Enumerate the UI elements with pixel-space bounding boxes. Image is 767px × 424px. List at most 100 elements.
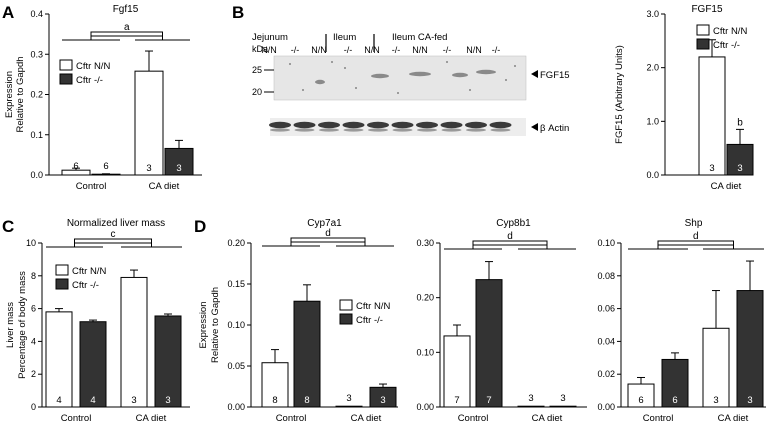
panel-letter-c: C bbox=[2, 217, 14, 236]
y-tick-label: 0.04 bbox=[597, 336, 615, 346]
n-label: 3 bbox=[176, 163, 181, 174]
blot-band bbox=[315, 79, 325, 85]
n-label: 3 bbox=[713, 395, 718, 406]
n-label: 3 bbox=[165, 395, 170, 406]
legend-label: Cftr -/- bbox=[356, 315, 383, 326]
blot-lane-label: -/- bbox=[344, 45, 353, 55]
significance-bracket-box bbox=[74, 238, 152, 244]
blot-speck bbox=[446, 61, 448, 63]
x-tick-label: CA diet bbox=[351, 413, 382, 424]
n-label: 4 bbox=[90, 395, 95, 406]
chart-title: Shp bbox=[685, 218, 703, 229]
legend-swatch bbox=[55, 278, 69, 290]
blot-group-label: Ileum bbox=[333, 32, 356, 43]
legend-swatch bbox=[59, 59, 73, 71]
blot-speck bbox=[355, 87, 357, 89]
x-tick-label: CA diet bbox=[532, 413, 563, 424]
legend-swatch bbox=[696, 24, 710, 36]
bar bbox=[134, 70, 164, 176]
legend-label: Cftr N/N bbox=[713, 26, 747, 37]
panel-letter-b: B bbox=[232, 3, 244, 22]
actin-band bbox=[465, 121, 487, 129]
significance-letter: a bbox=[124, 22, 130, 33]
chart-fgf15-protein: FGF15 FGF15 (Arbitrary Units) 0.0 1.0 2.0 3.0… bbox=[614, 4, 754, 192]
x-tick-label: CA diet bbox=[136, 413, 167, 424]
bar bbox=[517, 405, 545, 408]
actin-band-lower bbox=[417, 128, 437, 132]
n-label: 6 bbox=[638, 395, 643, 406]
actin-band-lower bbox=[343, 128, 364, 132]
bar bbox=[475, 279, 503, 408]
chart-fgf15-mrna: Fgf15 Expression Relative to Gapdh 0.0 0.1 0.… bbox=[4, 4, 202, 192]
bar bbox=[335, 405, 363, 408]
x-tick-label: CA diet bbox=[149, 181, 180, 192]
y-tick-label: 0.20 bbox=[227, 238, 245, 248]
y-tick-label: 10 bbox=[26, 238, 36, 248]
marker-label: 20 bbox=[252, 87, 262, 97]
x-tick-label: Control bbox=[643, 413, 674, 424]
y-axis-label: Percentage of body mass bbox=[17, 271, 28, 379]
bar bbox=[154, 315, 182, 408]
y-tick-label: 0.4 bbox=[30, 9, 43, 19]
y-axis-label: Expression bbox=[4, 71, 15, 118]
legend-label: Cftr -/- bbox=[713, 40, 740, 51]
actin-band bbox=[318, 121, 340, 129]
legend-swatch bbox=[59, 73, 73, 85]
y-tick-label: 0.00 bbox=[227, 402, 245, 412]
x-tick-label: CA diet bbox=[711, 181, 742, 192]
legend-swatch bbox=[339, 313, 353, 325]
significance-letter: d bbox=[507, 231, 513, 242]
n-label: 3 bbox=[380, 395, 385, 406]
chart-cyp8b1: Cyp8b1 0.00 0.10 0.20 0.30 7 7 Control 3 3 CA diet… bbox=[416, 218, 587, 424]
y-tick-label: 8 bbox=[31, 271, 36, 281]
blot-group-label: Ileum CA-fed bbox=[392, 32, 447, 43]
legend-swatch bbox=[55, 264, 69, 276]
bar bbox=[698, 56, 726, 176]
n-label: 7 bbox=[486, 395, 491, 406]
n-label: 3 bbox=[709, 163, 714, 174]
x-tick-label: Control bbox=[61, 413, 92, 424]
bar bbox=[79, 321, 107, 408]
actin-band bbox=[440, 121, 463, 129]
y-axis-label: Relative to Gapdh bbox=[15, 56, 26, 132]
blot-lane-label: N/N bbox=[412, 45, 428, 55]
legend-label: Cftr -/- bbox=[76, 75, 103, 86]
significance-letter: c bbox=[111, 229, 116, 240]
y-axis-label: FGF15 (Arbitrary Units) bbox=[614, 45, 625, 144]
actin-band-lower bbox=[270, 128, 290, 132]
y-axis-label: Expression bbox=[198, 302, 209, 349]
legend-label: Cftr N/N bbox=[72, 266, 106, 277]
n-label: 3 bbox=[346, 393, 351, 404]
y-tick-label: 0 bbox=[31, 402, 36, 412]
y-tick-label: 0.2 bbox=[30, 90, 43, 100]
blot-speck bbox=[469, 89, 471, 91]
y-tick-label: 2.0 bbox=[646, 63, 659, 73]
blot-group-label: Jejunum bbox=[252, 32, 288, 43]
chart-title: Cyp8b1 bbox=[496, 218, 531, 229]
bar bbox=[91, 173, 121, 176]
n-label: 3 bbox=[131, 395, 136, 406]
legend-swatch bbox=[696, 38, 710, 50]
y-tick-label: 3.0 bbox=[646, 9, 659, 19]
y-tick-label: 0.15 bbox=[227, 279, 245, 289]
y-axis-label: Liver mass bbox=[5, 302, 16, 348]
y-tick-label: 0.0 bbox=[646, 170, 659, 180]
y-tick-label: 4 bbox=[31, 336, 36, 346]
actin-band bbox=[367, 121, 389, 129]
actin-band-lower bbox=[368, 128, 388, 132]
bar bbox=[261, 362, 289, 408]
n-label: 8 bbox=[272, 395, 277, 406]
blot-speck bbox=[302, 89, 304, 91]
significance-bracket-box bbox=[90, 31, 163, 37]
n-label: 3 bbox=[737, 163, 742, 174]
y-tick-label: 0.0 bbox=[30, 170, 43, 180]
y-tick-label: 0.3 bbox=[30, 49, 43, 59]
y-tick-label: 1.0 bbox=[646, 116, 659, 126]
n-label: 7 bbox=[454, 395, 459, 406]
y-tick-label: 0.00 bbox=[597, 402, 615, 412]
panel-letter-a: A bbox=[2, 3, 14, 22]
fgf15-arrow-icon bbox=[531, 70, 538, 78]
blot-speck bbox=[505, 79, 507, 81]
chart-title: Normalized liver mass bbox=[67, 218, 165, 229]
